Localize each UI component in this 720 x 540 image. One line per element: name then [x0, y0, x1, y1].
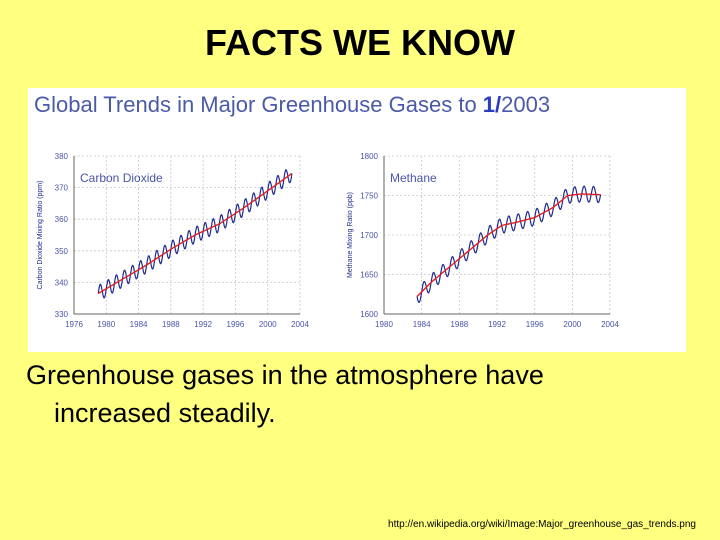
x-tick-label: 1992 [194, 320, 212, 329]
caption-line-2: increased steadily. [54, 398, 276, 428]
series-label: Methane [390, 171, 437, 185]
x-tick-label: 2000 [563, 320, 581, 329]
co2-chart: 330 340 350 360 370 380 1976 1980 1984 1988 1992 19… [37, 152, 309, 329]
figure-title-year: 2003 [501, 92, 551, 117]
y-tick-label: 330 [55, 310, 69, 319]
y-tick-label: 1800 [360, 152, 378, 161]
x-tick-label: 2000 [259, 320, 277, 329]
figure-title: Global Trends in Major Greenhouse Gases … [34, 92, 550, 118]
x-tick-label: 2004 [601, 320, 619, 329]
greenhouse-gas-figure: Global Trends in Major Greenhouse Gases … [28, 88, 686, 352]
slide-title: FACTS WE KNOW [205, 22, 515, 63]
x-tick-label: 2004 [291, 320, 309, 329]
y-tick-label: 380 [55, 152, 69, 161]
source-link[interactable]: http://en.wikipedia.org/wiki/Image:Major… [388, 519, 696, 530]
observed-series-line [97, 169, 293, 299]
x-tick-label: 1980 [375, 320, 393, 329]
x-tick-label: 1984 [413, 320, 431, 329]
x-tick-label: 1980 [97, 320, 115, 329]
methane-chart: 1600 1650 1700 1750 1800 1980 1984 1988 1992 1996… [347, 152, 619, 329]
trend-line [97, 172, 293, 295]
y-tick-label: 1600 [360, 310, 378, 319]
trend-line [416, 193, 601, 298]
y-tick-label: 360 [55, 215, 69, 224]
x-tick-label: 1976 [65, 320, 83, 329]
series-label: Carbon Dioxide [80, 171, 163, 185]
y-axis-label: Carbon Dioxide Mixing Ratio (ppm) [37, 181, 44, 290]
x-tick-label: 1988 [450, 320, 468, 329]
y-tick-label: 350 [55, 247, 69, 256]
observed-series-line [416, 185, 602, 303]
figure-title-month: 1/ [482, 92, 502, 117]
caption-line-1: Greenhouse gases in the atmosphere have [26, 360, 544, 390]
y-tick-label: 1700 [360, 231, 378, 240]
figure-title-prefix: Global Trends in Major Greenhouse Gases … [34, 92, 483, 117]
y-tick-label: 1750 [360, 192, 378, 201]
x-tick-label: 1996 [526, 320, 544, 329]
x-tick-label: 1988 [162, 320, 180, 329]
y-tick-label: 370 [55, 184, 69, 193]
x-tick-label: 1984 [130, 320, 148, 329]
caption: Greenhouse gases in the atmosphere have … [26, 356, 706, 432]
y-axis-label: Methane Mixing Ratio (ppb) [347, 192, 354, 278]
y-tick-label: 1650 [360, 271, 378, 280]
x-tick-label: 1996 [227, 320, 245, 329]
y-tick-label: 340 [55, 278, 69, 287]
x-tick-label: 1992 [488, 320, 506, 329]
